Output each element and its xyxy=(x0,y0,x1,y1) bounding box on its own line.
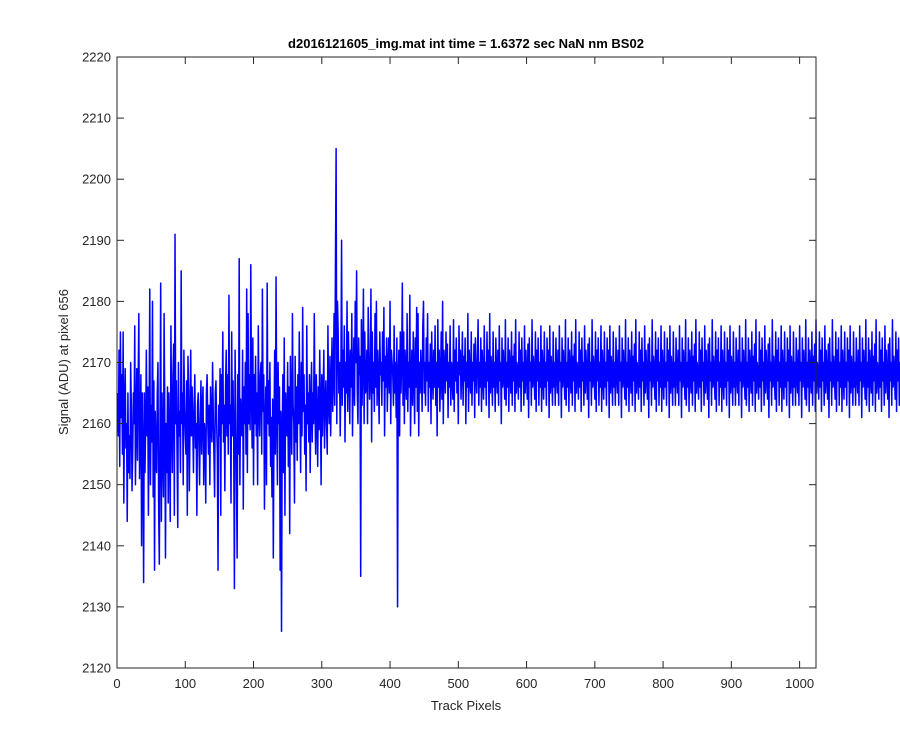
y-tick-label: 2200 xyxy=(82,172,111,187)
x-axis-label: Track Pixels xyxy=(431,698,502,713)
series-line-0 xyxy=(116,147,900,633)
x-tick-label: 500 xyxy=(447,676,469,691)
x-tick-label: 1000 xyxy=(785,676,814,691)
y-tick-label: 2220 xyxy=(82,50,111,65)
x-tick-label: 0 xyxy=(113,676,120,691)
x-tick-label: 700 xyxy=(584,676,606,691)
y-tick-label: 2150 xyxy=(82,477,111,492)
y-axis-ticks: 2120 2130 2140 2150 2160 2170 2180 2190 2200 2210… xyxy=(82,50,816,676)
x-tick-label: 800 xyxy=(652,676,674,691)
y-tick-label: 2160 xyxy=(82,416,111,431)
x-tick-label: 200 xyxy=(243,676,265,691)
y-tick-label: 2190 xyxy=(82,233,111,248)
data-layer xyxy=(116,147,900,633)
x-axis-ticks: 0 100 200 300 400 500 600 700 800 900 1000 xyxy=(113,57,814,691)
x-tick-label: 900 xyxy=(721,676,743,691)
x-tick-label: 400 xyxy=(379,676,401,691)
y-tick-label: 2210 xyxy=(82,111,111,126)
x-tick-label: 100 xyxy=(174,676,196,691)
x-tick-label: 600 xyxy=(516,676,538,691)
y-tick-label: 2120 xyxy=(82,661,111,676)
y-tick-label: 2140 xyxy=(82,538,111,553)
chart-title: d2016121605_img.mat int time = 1.6372 se… xyxy=(288,36,644,51)
y-tick-label: 2180 xyxy=(82,294,111,309)
y-tick-label: 2130 xyxy=(82,599,111,614)
y-tick-label: 2170 xyxy=(82,355,111,370)
y-axis-label: Signal (ADU) at pixel 656 xyxy=(56,289,71,435)
x-tick-label: 300 xyxy=(311,676,333,691)
